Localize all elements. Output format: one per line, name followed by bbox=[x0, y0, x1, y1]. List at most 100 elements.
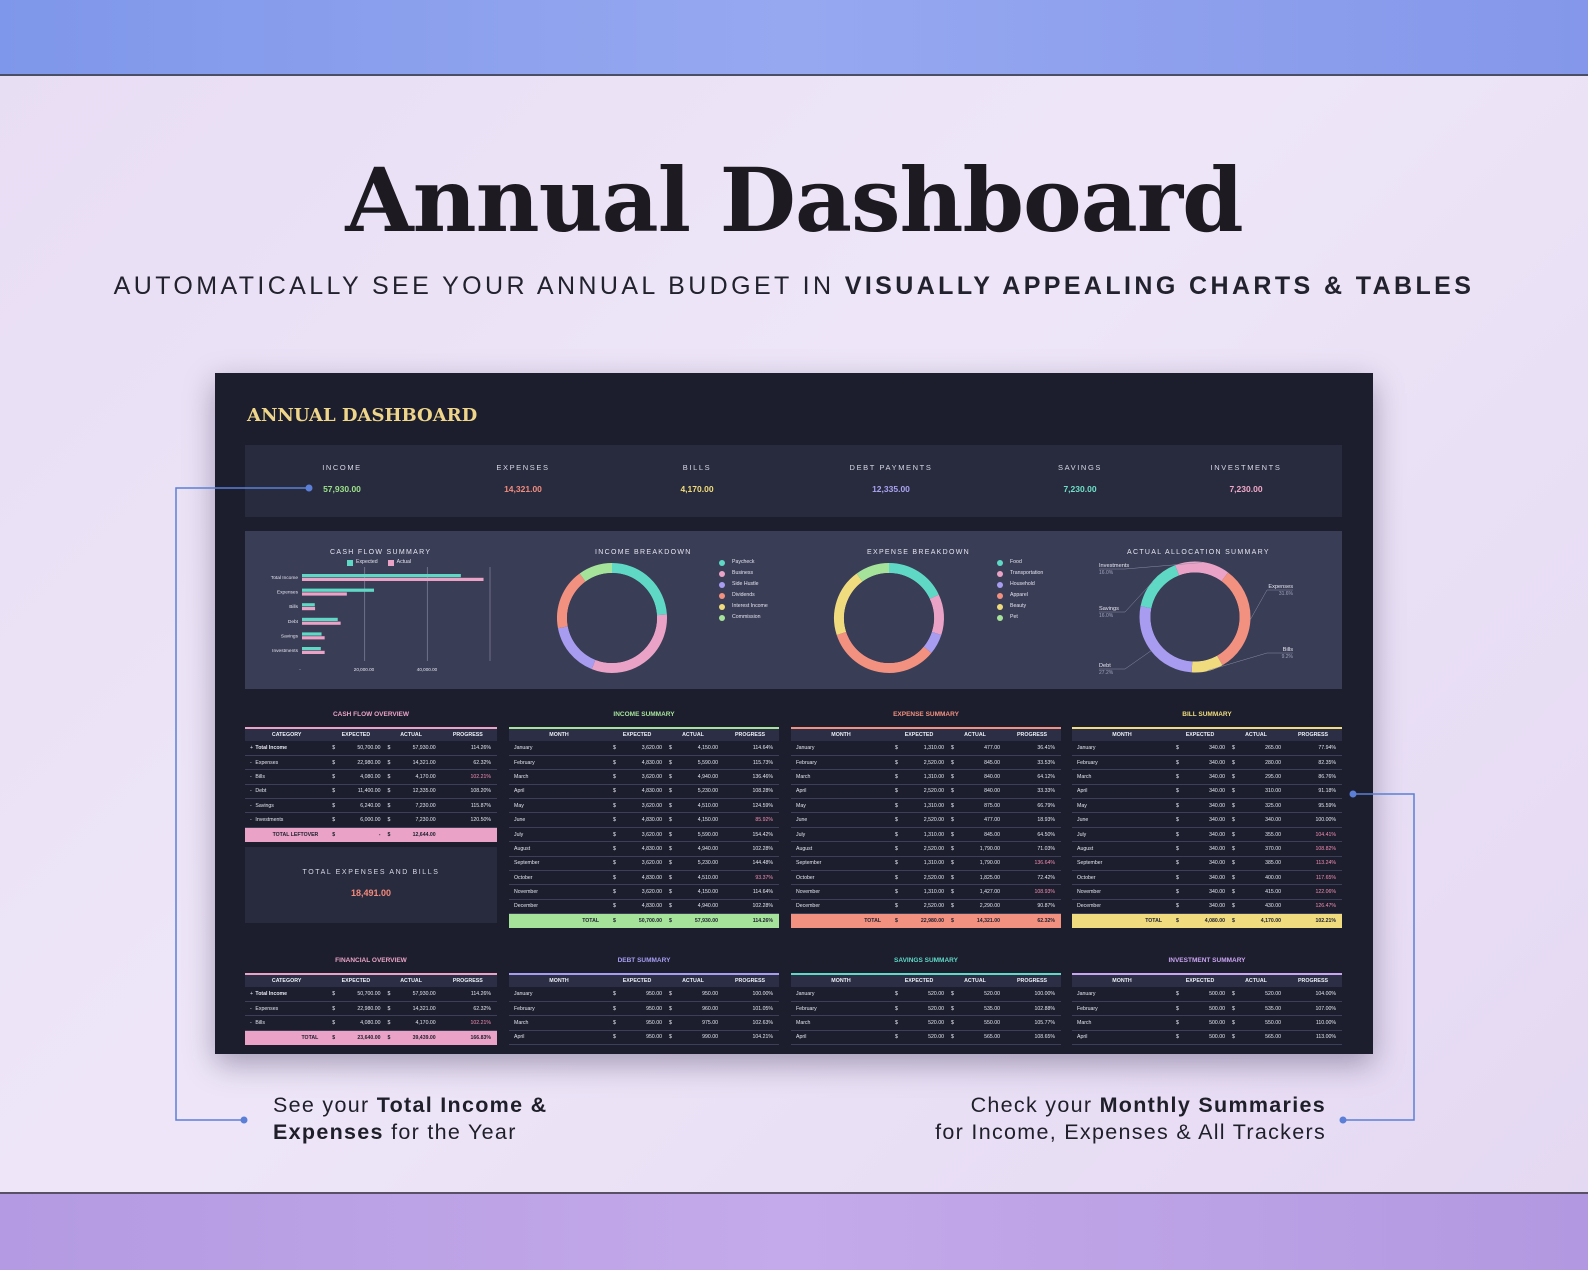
progress-cell: 95.59% bbox=[1284, 798, 1342, 814]
expected-cell: 340.00 bbox=[1180, 741, 1228, 756]
currency-sign: $ bbox=[891, 812, 899, 828]
total-label: TOTAL bbox=[864, 918, 881, 925]
table-header-row: MONTH EXPECTED ACTUAL PROGRESS bbox=[1072, 728, 1342, 741]
expected-cell: 4,830.00 bbox=[617, 841, 665, 857]
bar-expected bbox=[302, 632, 322, 636]
expected-cell: 2,520.00 bbox=[899, 812, 947, 828]
column-header: EXPECTED bbox=[1172, 974, 1228, 987]
legend-dot bbox=[719, 570, 725, 577]
progress-cell: 86.76% bbox=[1284, 769, 1342, 785]
total-expected: 22,980.00 bbox=[920, 918, 944, 925]
table-total-row: TOTAL $50,700.00 $57,930.00 114.26% bbox=[509, 913, 779, 929]
currency-sign: $ bbox=[328, 769, 337, 785]
expected-cell: 4,080.00 bbox=[336, 1015, 384, 1031]
actual-cell: 565.00 bbox=[1236, 1030, 1284, 1046]
table-row: October $340.00 $400.00 117.65% bbox=[1072, 870, 1342, 886]
currency-sign: $ bbox=[1228, 812, 1236, 828]
currency-sign: $ bbox=[665, 856, 673, 872]
category-cell: Expenses bbox=[255, 755, 329, 771]
currency-sign: $ bbox=[387, 831, 391, 838]
currency-sign: $ bbox=[891, 870, 899, 886]
donut-slice bbox=[1139, 606, 1193, 673]
progress-cell: 18.93% bbox=[1003, 812, 1061, 828]
expected-cell: 520.00 bbox=[899, 1001, 947, 1017]
legend-item: Expected bbox=[347, 557, 378, 568]
currency-sign: $ bbox=[665, 870, 673, 886]
right-connector-dot bbox=[1349, 790, 1357, 798]
actual-cell: 1,790.00 bbox=[955, 841, 1003, 857]
actual-cell: 565.00 bbox=[955, 1030, 1003, 1046]
donut-slice bbox=[1216, 572, 1251, 666]
actual-cell: 370.00 bbox=[1236, 841, 1284, 857]
actual-cell: 400.00 bbox=[1236, 870, 1284, 886]
legend-dot bbox=[997, 603, 1003, 610]
month-cell: October bbox=[791, 870, 891, 886]
caption-text: See your bbox=[273, 1093, 377, 1117]
progress-cell: 114.64% bbox=[721, 741, 779, 756]
currency-sign: $ bbox=[1172, 755, 1180, 771]
currency-sign: $ bbox=[1228, 769, 1236, 785]
currency-sign: $ bbox=[609, 769, 617, 785]
left-connector-dot bbox=[305, 484, 313, 492]
legend-label: Paycheck bbox=[732, 559, 755, 565]
currency-sign: $ bbox=[1176, 918, 1179, 925]
currency-sign: $ bbox=[665, 1001, 673, 1017]
table-row: March $3,620.00 $4,940.00 136.46% bbox=[509, 769, 779, 785]
table-row: April $4,830.00 $5,230.00 108.28% bbox=[509, 784, 779, 800]
table-row: May $3,620.00 $4,510.00 124.59% bbox=[509, 798, 779, 814]
actual-cell: 14,321.00 bbox=[391, 755, 439, 771]
progress-cell: 108.20% bbox=[438, 784, 497, 800]
expected-cell: 500.00 bbox=[1180, 987, 1228, 1002]
leader-line bbox=[1207, 652, 1293, 671]
expected-cell: 1,310.00 bbox=[899, 769, 947, 785]
caption-bold: Expenses bbox=[273, 1120, 384, 1144]
month-cell: April bbox=[791, 1030, 891, 1046]
currency-sign: $ bbox=[328, 755, 337, 771]
expected-cell: 3,620.00 bbox=[617, 827, 665, 843]
month-cell: March bbox=[791, 1015, 891, 1031]
column-header: PROGRESS bbox=[1003, 728, 1061, 741]
currency-sign: $ bbox=[1172, 1030, 1180, 1046]
actual-cell: 950.00 bbox=[673, 987, 721, 1002]
month-cell: May bbox=[509, 798, 609, 814]
table-total-row: TOTAL $4,080.00 $4,170.00 102.21% bbox=[1072, 913, 1342, 929]
progress-cell: 114.64% bbox=[721, 884, 779, 900]
table-row: November $340.00 $415.00 122.06% bbox=[1072, 884, 1342, 900]
kpi-bills: BILLS 4,170.00 bbox=[622, 463, 772, 494]
caption-bold: Total Income & bbox=[376, 1093, 548, 1117]
category-cell: Bills bbox=[255, 769, 329, 785]
caption-bold: Monthly Summaries bbox=[1099, 1093, 1326, 1117]
currency-sign: $ bbox=[891, 1015, 899, 1031]
actual-cell: 520.00 bbox=[955, 987, 1003, 1002]
expected-cell: 950.00 bbox=[617, 1030, 665, 1046]
column-header: EXPECTED bbox=[891, 728, 947, 741]
right-caption: Check your Monthly Summaries for Income,… bbox=[935, 1092, 1326, 1146]
actual-cell: 1,825.00 bbox=[955, 870, 1003, 886]
currency-sign: $ bbox=[891, 899, 899, 915]
progress-cell: 33.33% bbox=[1003, 784, 1061, 800]
legend-swatch bbox=[347, 559, 353, 566]
expected-cell: 520.00 bbox=[899, 1030, 947, 1046]
actual-cell: 5,590.00 bbox=[673, 755, 721, 771]
month-cell: April bbox=[1072, 784, 1172, 800]
actual-cell: 550.00 bbox=[955, 1015, 1003, 1031]
expected-cell: 340.00 bbox=[1180, 856, 1228, 872]
actual-cell: 1,790.00 bbox=[955, 856, 1003, 872]
data-table: MONTH EXPECTED ACTUAL PROGRESS January $340.0… bbox=[1072, 727, 1342, 929]
progress-cell: 82.35% bbox=[1284, 755, 1342, 771]
currency-sign: $ bbox=[383, 769, 392, 785]
row-sign: + bbox=[245, 741, 256, 756]
total-progress: 166.83% bbox=[470, 1034, 491, 1041]
currency-sign: $ bbox=[609, 841, 617, 857]
month-cell: January bbox=[509, 741, 609, 756]
donut-slice bbox=[591, 614, 667, 673]
allocation-chart: Investments16.0%Expenses31.6%Bills9.2%De… bbox=[1099, 561, 1294, 676]
table-row: + Total Income $50,700.00 $57,930.00 114.26% bbox=[245, 741, 497, 756]
currency-sign: $ bbox=[891, 827, 899, 843]
currency-sign: $ bbox=[665, 798, 673, 814]
expected-cell: 520.00 bbox=[899, 987, 947, 1002]
currency-sign: $ bbox=[1228, 741, 1236, 756]
currency-sign: $ bbox=[891, 856, 899, 872]
currency-sign: $ bbox=[891, 784, 899, 800]
progress-cell: 136.64% bbox=[1003, 856, 1061, 872]
